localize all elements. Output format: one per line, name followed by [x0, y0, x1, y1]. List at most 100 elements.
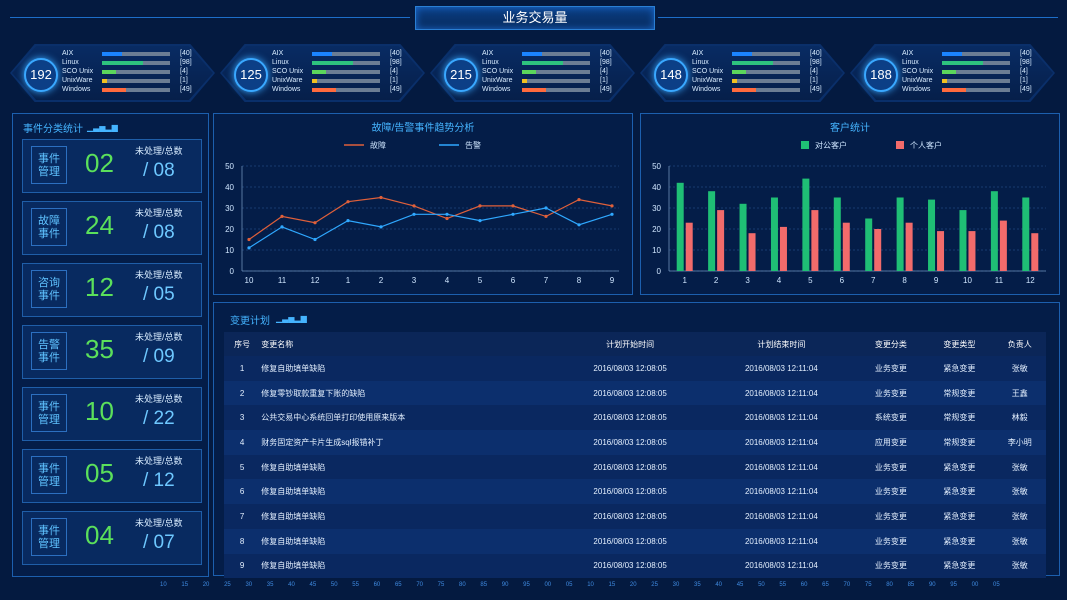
data-point[interactable]: [610, 204, 614, 208]
data-point[interactable]: [379, 225, 383, 229]
event-caption: 未处理/总数: [135, 394, 183, 404]
data-point[interactable]: [478, 219, 482, 223]
table-row[interactable]: 7 修复自助填单缺陷 2016/08/03 12:08:05 2016/08/03 1…: [224, 504, 1046, 529]
event-card[interactable]: 事件 管理 04 未处理/总数 / 07: [22, 511, 202, 565]
data-point[interactable]: [544, 214, 548, 218]
data-point[interactable]: [511, 212, 515, 216]
data-point[interactable]: [346, 219, 350, 223]
table-row[interactable]: 6 修复自助填单缺陷 2016/08/03 12:08:05 2016/08/03 1…: [224, 479, 1046, 505]
table-row[interactable]: 1 修复自助填单缺陷 2016/08/03 12:08:05 2016/08/03 1…: [224, 356, 1046, 381]
os-name: UnixWare: [692, 77, 723, 84]
bar[interactable]: [999, 220, 1007, 271]
data-point[interactable]: [247, 237, 251, 242]
table-cell: 常规变更: [925, 380, 994, 406]
bar[interactable]: [802, 178, 810, 271]
event-total: / 08: [143, 160, 175, 181]
table-cell: 紧急变更: [925, 356, 994, 381]
ruler-tick: 50: [330, 582, 338, 588]
bar[interactable]: [770, 197, 778, 272]
event-card[interactable]: 咨询 事件 12 未处理/总数 / 05: [22, 263, 202, 317]
bar[interactable]: [1031, 233, 1039, 271]
data-point[interactable]: [445, 216, 449, 221]
table-cell: 张敏: [993, 553, 1046, 579]
bar[interactable]: [905, 222, 913, 271]
server-total: 125: [234, 58, 268, 92]
event-card[interactable]: 事件 管理 02 未处理/总数 / 08: [22, 139, 202, 193]
data-point[interactable]: [280, 214, 284, 218]
change-plan-table: 序号 变更名称 计划开始时间 计划结束时间 变更分类 变更类型 负责人 1 修复自助填单缺陷 2…: [224, 332, 1046, 579]
os-row: SCO Unix [4]: [62, 67, 206, 76]
table-row[interactable]: 3 公共交易中心系统回单打印使用原来版本 2016/08/03 12:08:05 20…: [224, 405, 1046, 431]
bar[interactable]: [685, 222, 693, 271]
table-cell: 2016/08/03 12:08:05: [554, 528, 707, 554]
data-point[interactable]: [577, 223, 581, 227]
bar[interactable]: [937, 231, 945, 271]
os-row: UnixWare [1]: [902, 76, 1046, 85]
bar[interactable]: [811, 210, 819, 271]
table-cell: 2016/08/03 12:08:05: [554, 479, 707, 505]
bar[interactable]: [676, 182, 684, 271]
data-point[interactable]: [313, 237, 317, 242]
bar[interactable]: [842, 222, 850, 271]
data-point[interactable]: [346, 200, 350, 204]
data-point[interactable]: [577, 198, 581, 202]
data-point[interactable]: [412, 212, 416, 216]
bar[interactable]: [717, 210, 725, 271]
bar[interactable]: [739, 203, 747, 271]
os-bar: [102, 51, 170, 56]
bar[interactable]: [896, 197, 904, 272]
ruler-tick: 25: [224, 582, 231, 588]
os-count: [4]: [390, 68, 398, 75]
table-row[interactable]: 9 修复自助填单缺陷 2016/08/03 12:08:05 2016/08/03 1…: [224, 553, 1046, 579]
change-plan-title: 变更计划: [230, 316, 270, 327]
data-point[interactable]: [478, 204, 482, 208]
os-row: AIX [40]: [482, 49, 626, 58]
data-point[interactable]: [412, 204, 416, 208]
data-point[interactable]: [379, 195, 383, 200]
x-tick-label: 9: [934, 276, 939, 285]
table-cell: 2016/08/03 12:11:04: [706, 528, 857, 554]
os-count: [98]: [600, 59, 612, 66]
data-point[interactable]: [280, 225, 284, 229]
bar[interactable]: [959, 210, 967, 271]
event-unprocessed: 05: [85, 458, 114, 488]
bar[interactable]: [968, 231, 976, 271]
data-point[interactable]: [544, 206, 548, 210]
table-cell: 张敏: [993, 504, 1046, 529]
bar[interactable]: [865, 218, 873, 272]
bar[interactable]: [708, 191, 716, 271]
table-row[interactable]: 5 修复自助填单缺陷 2016/08/03 12:08:05 2016/08/03 1…: [224, 454, 1046, 480]
bar[interactable]: [748, 233, 756, 271]
event-card[interactable]: 事件 管理 05 未处理/总数 / 12: [22, 449, 202, 503]
data-point[interactable]: [445, 212, 449, 216]
data-point[interactable]: [610, 212, 614, 216]
table-row[interactable]: 2 修复零钞取款重复下账的缺陷 2016/08/03 12:08:05 2016/08…: [224, 380, 1046, 406]
os-name: Windows: [62, 86, 91, 93]
server-total: 188: [864, 58, 898, 92]
ruler-tick: 40: [288, 582, 295, 588]
os-row: UnixWare [1]: [272, 76, 416, 85]
table-row[interactable]: 8 修复自助填单缺陷 2016/08/03 12:08:05 2016/08/03 1…: [224, 528, 1046, 554]
bar-chart-icon: ▁▃▅▂▆: [87, 123, 118, 132]
table-row[interactable]: 4 财务固定资产卡片生成sql报错补丁 2016/08/03 12:08:05 201…: [224, 430, 1046, 455]
data-point[interactable]: [247, 246, 251, 250]
event-total: / 09: [143, 346, 175, 367]
bar[interactable]: [779, 226, 787, 271]
ruler-tick: 90: [928, 582, 936, 588]
data-point[interactable]: [313, 221, 317, 225]
column-header: 负责人: [993, 332, 1046, 356]
trend-panel-title: 故障/告警事件趋势分析: [371, 123, 475, 134]
os-count: [1]: [1020, 77, 1028, 84]
bar[interactable]: [928, 199, 936, 271]
bar[interactable]: [1022, 197, 1030, 272]
table-cell: 2016/08/03 12:11:04: [706, 504, 857, 529]
event-card[interactable]: 告警 事件 35 未处理/总数 / 09: [22, 325, 202, 379]
bar[interactable]: [990, 191, 998, 271]
table-cell: 紧急变更: [925, 454, 994, 480]
bar[interactable]: [874, 229, 882, 271]
data-point[interactable]: [511, 204, 515, 208]
event-card[interactable]: 事件 管理 10 未处理/总数 / 22: [22, 387, 202, 441]
bar[interactable]: [833, 197, 841, 272]
event-card[interactable]: 故障 事件 24 未处理/总数 / 08: [22, 201, 202, 255]
os-name: UnixWare: [902, 77, 933, 84]
